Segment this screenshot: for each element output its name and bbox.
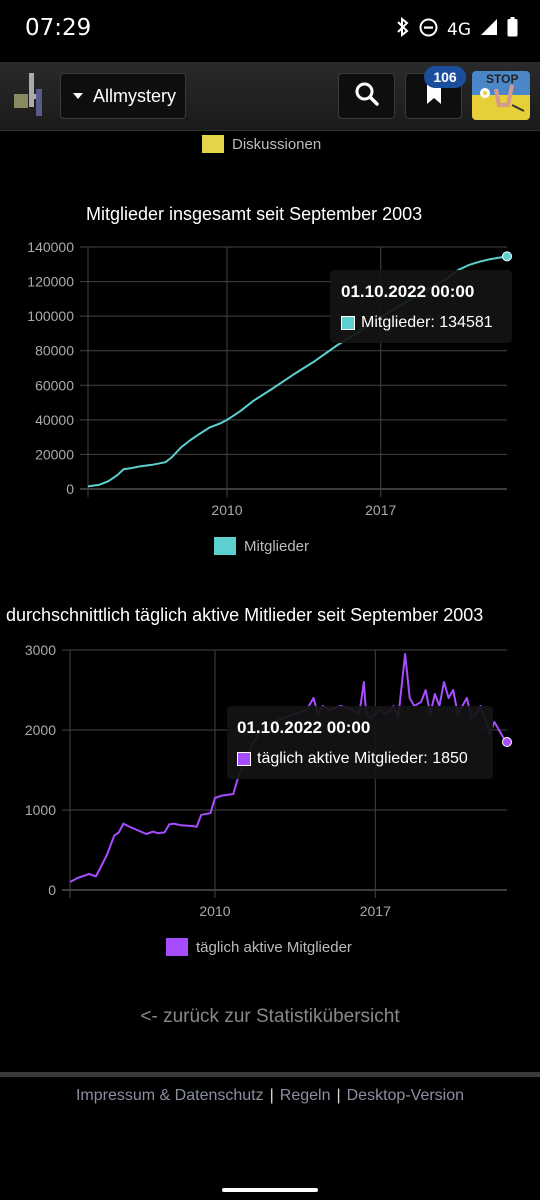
signal-icon: [480, 18, 498, 41]
chart2-title: durchschnittlich täglich aktive Mitliede…: [6, 605, 484, 625]
x-tick-label: 2017: [360, 903, 391, 919]
legend-swatch: [214, 537, 236, 555]
home-indicator[interactable]: [222, 1188, 318, 1192]
chart1-legend[interactable]: Mitglieder: [214, 537, 309, 555]
chart2-legend[interactable]: täglich aktive Mitglieder: [166, 938, 352, 956]
network-type: 4G: [447, 19, 471, 40]
legend-label: Diskussionen: [232, 135, 322, 153]
hover-point: [502, 251, 512, 262]
y-tick-label: 40000: [35, 412, 74, 428]
y-tick-label: 1000: [25, 802, 56, 818]
tooltip-swatch: [237, 752, 251, 766]
y-tick-label: 0: [66, 481, 74, 497]
legend-swatch: [166, 938, 188, 956]
bookmark-count-badge: 106: [424, 66, 466, 88]
status-icons: 4G: [396, 16, 518, 42]
tooltip-title: 01.10.2022 00:00: [237, 718, 371, 737]
desktop-version-link[interactable]: Desktop-Version: [346, 1087, 465, 1104]
footer-divider: [0, 1072, 540, 1077]
impressum-link[interactable]: Impressum & Datenschutz: [75, 1087, 264, 1104]
search-button[interactable]: [338, 73, 395, 119]
tooltip-title: 01.10.2022 00:00: [341, 282, 475, 301]
stop-banner-text: STOP: [486, 72, 519, 86]
do-not-disturb-icon: [419, 18, 438, 42]
chart2-daily-active: 0 1000 2000 3000 2010 2017: [25, 642, 512, 919]
y-tick-label: 3000: [25, 642, 56, 658]
x-tick-label: 2010: [199, 903, 230, 919]
y-tick-label: 20000: [35, 446, 74, 462]
hover-point: [502, 737, 512, 747]
y-tick-label: 120000: [27, 274, 74, 290]
y-tick-label: 140000: [27, 239, 74, 255]
bluetooth-icon: [396, 16, 410, 42]
y-tick-label: 2000: [25, 722, 56, 738]
tooltip-value: Mitglieder: 134581: [361, 314, 493, 331]
y-tick-label: 80000: [35, 343, 74, 359]
legend-label: Mitglieder: [244, 537, 310, 555]
site-menu-button[interactable]: Allmystery: [60, 73, 186, 119]
legend-swatch: [202, 135, 224, 153]
status-time: 07:29: [25, 15, 92, 41]
footer-separator: |: [269, 1087, 274, 1104]
back-to-statistics-link[interactable]: <- zurück zur Statistikübersicht: [140, 1006, 400, 1027]
chart2-tooltip: 01.10.2022 00:00 täglich aktive Mitglied…: [227, 706, 493, 779]
legend-label: täglich aktive Mitglieder: [196, 938, 352, 956]
chart1-members-total: 0 20000 40000 60000 80000 100000 120000 140000 2…: [27, 239, 512, 518]
footer: Impressum & Datenschutz | Regeln | Desktop-V…: [0, 1087, 540, 1105]
x-tick-label: 2010: [211, 502, 242, 518]
chart1-title: Mitglieder insgesamt seit September 2003: [86, 204, 423, 224]
y-tick-label: 100000: [27, 308, 74, 324]
tooltip-row: Mitglieder: 134581: [341, 314, 501, 332]
search-icon: [354, 81, 380, 112]
y-tick-label: 60000: [35, 377, 74, 393]
footer-separator: |: [336, 1087, 341, 1104]
rules-link[interactable]: Regeln: [279, 1087, 331, 1104]
site-logo-icon[interactable]: [12, 72, 46, 120]
tooltip-value: täglich aktive Mitglieder: 1850: [257, 750, 468, 767]
caret-down-icon: [73, 93, 83, 99]
chart1-tooltip: 01.10.2022 00:00 Mitglieder: 134581: [330, 270, 512, 343]
site-menu-label: Allmystery: [93, 85, 177, 106]
tooltip-swatch: [341, 316, 355, 330]
tooltip-row: täglich aktive Mitglieder: 1850: [237, 750, 483, 768]
y-tick-label: 0: [48, 882, 56, 898]
battery-icon: [507, 17, 518, 42]
x-tick-label: 2017: [365, 502, 396, 518]
legend-diskussionen[interactable]: Diskussionen: [202, 135, 321, 153]
bookmark-icon: [426, 83, 442, 110]
stop-war-banner[interactable]: STOP: [472, 71, 530, 120]
status-bar: 07:29 4G: [0, 0, 540, 60]
